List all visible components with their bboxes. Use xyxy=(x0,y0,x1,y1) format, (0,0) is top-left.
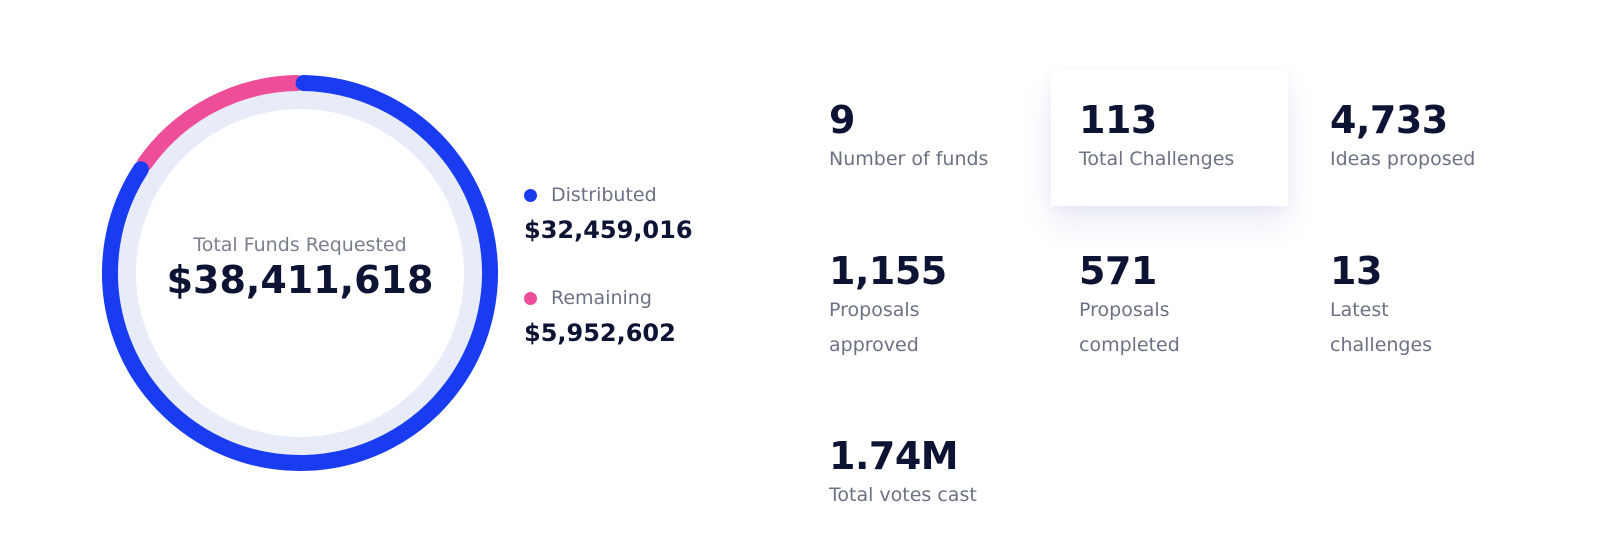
donut-slice-remaining[interactable] xyxy=(136,75,305,172)
stat-value: 1,155 xyxy=(829,249,947,293)
legend-label-remaining: Remaining xyxy=(551,287,652,309)
stat-value: 113 xyxy=(1079,98,1157,142)
stat-value: 9 xyxy=(829,98,855,142)
legend-dot-remaining xyxy=(524,291,537,305)
stat-latest-challenges: 13 Latest challenges xyxy=(1330,249,1480,363)
stat-label: Ideas proposed xyxy=(1330,148,1476,170)
stat-proposals-completed: 571 Proposals completed xyxy=(1079,249,1229,363)
stat-label: Total Challenges xyxy=(1079,148,1235,170)
stat-total-votes-cast: 1.74M Total votes cast xyxy=(829,434,1059,513)
center-label: Total Funds Requested xyxy=(193,234,407,256)
stat-ideas-proposed: 4,733 Ideas proposed xyxy=(1330,98,1560,177)
stat-label: Proposals completed xyxy=(1079,299,1180,356)
stat-number-of-funds: 9 Number of funds xyxy=(829,98,1059,177)
stat-value: 4,733 xyxy=(1330,98,1448,142)
stat-total-challenges[interactable]: 113 Total Challenges xyxy=(1079,98,1309,177)
stat-label: Latest challenges xyxy=(1330,299,1433,356)
stat-label: Number of funds xyxy=(829,148,989,170)
funds-donut-chart: Total Funds Requested $38,411,618 xyxy=(95,68,505,478)
legend-value-distributed: $32,459,016 xyxy=(524,216,693,244)
highlight-card[interactable] xyxy=(1051,70,1288,206)
donut-svg xyxy=(102,75,498,471)
donut-track xyxy=(102,75,498,471)
legend-remaining: Remaining $5,952,602 xyxy=(524,287,754,347)
legend-value-remaining: $5,952,602 xyxy=(524,319,676,347)
stat-value: 571 xyxy=(1079,249,1157,293)
donut-slice-distributed[interactable] xyxy=(102,75,498,471)
stat-label: Total votes cast xyxy=(829,484,977,506)
center-value: $38,411,618 xyxy=(166,258,434,302)
stat-label: Proposals approved xyxy=(829,299,920,356)
donut-center: Total Funds Requested $38,411,618 xyxy=(95,68,505,478)
legend-label-distributed: Distributed xyxy=(551,184,657,206)
legend-dot-distributed xyxy=(524,188,537,202)
stat-value: 13 xyxy=(1330,249,1382,293)
stat-value: 1.74M xyxy=(829,434,959,478)
stat-proposals-approved: 1,155 Proposals approved xyxy=(829,249,979,363)
legend-distributed: Distributed $32,459,016 xyxy=(524,184,754,244)
